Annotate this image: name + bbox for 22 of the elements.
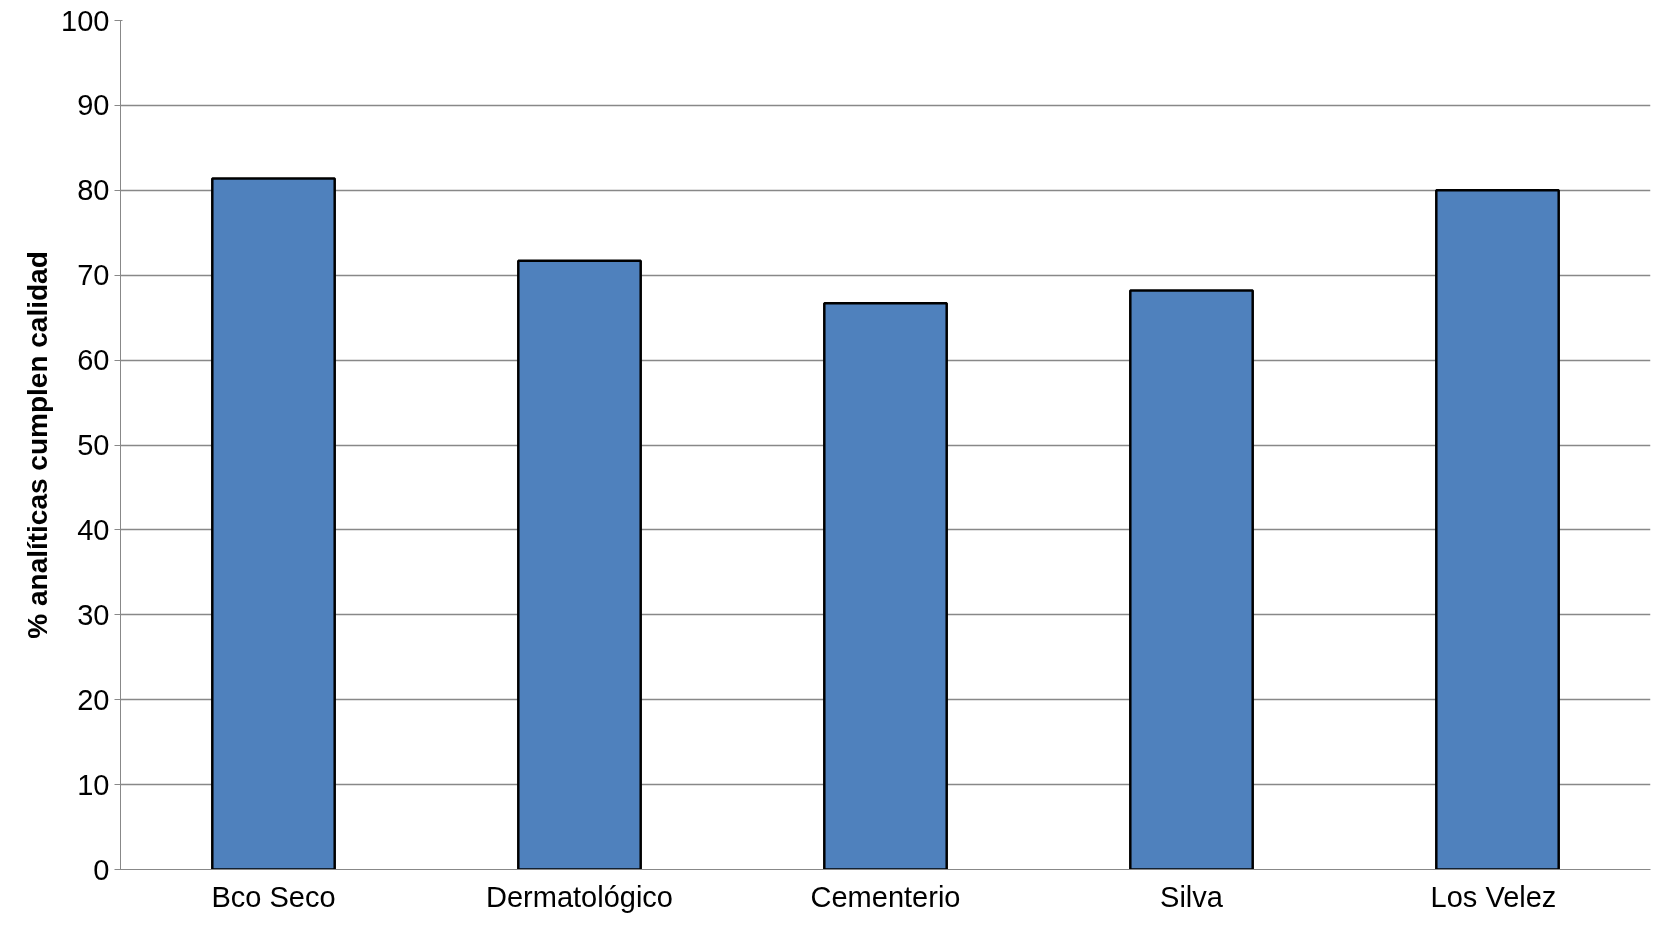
y-tick-label: 70 [77,259,110,292]
y-tick-label: 0 [93,853,110,886]
bar [823,301,948,870]
x-tick-label: Silva [1160,880,1224,913]
y-tick-label: 50 [77,429,110,461]
x-tick-label: Bco Seco [211,880,336,913]
y-tick-label: 30 [77,598,110,631]
x-tick-label: Los Velez [1430,880,1557,913]
bar [517,259,642,870]
y-axis-title: % analíticas cumplen calidad [22,251,54,639]
y-tick-label: 10 [77,768,110,801]
x-tick-label: Cementerio [810,880,961,913]
x-tick-label: Dermatológico [486,880,673,913]
bar [211,177,336,870]
y-tick-label: 40 [77,513,110,546]
y-tick-label: 60 [77,344,110,377]
bar [1129,289,1254,870]
y-tick-label: 80 [77,174,110,207]
y-tick-label: 20 [77,683,110,716]
y-tick-label: 90 [77,89,110,122]
y-tick-label: 100 [61,4,110,37]
bar [1435,189,1560,870]
